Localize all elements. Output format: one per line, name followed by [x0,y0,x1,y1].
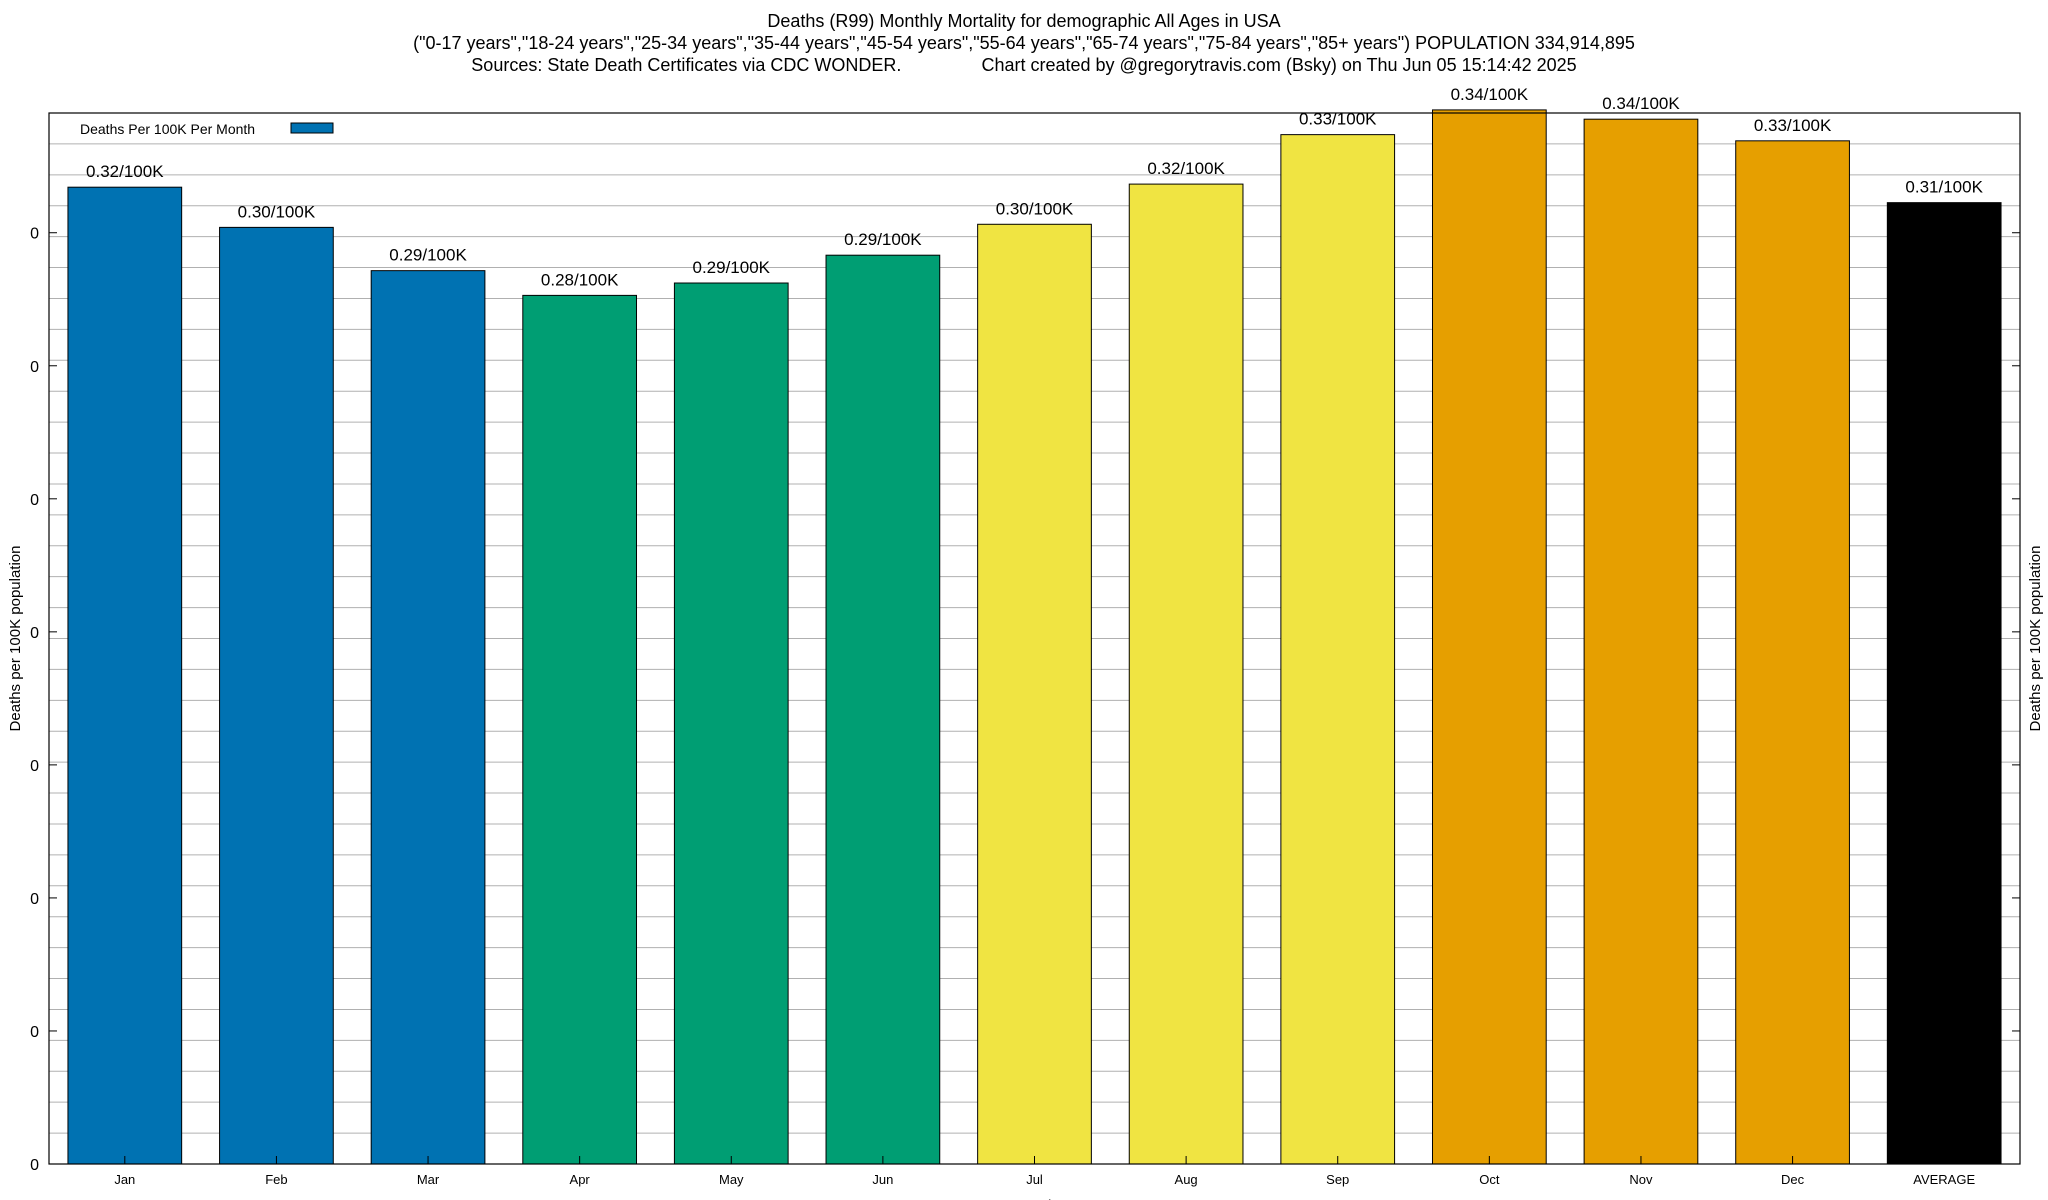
y-tick-label: 0 [30,226,39,243]
y2-axis-label: Deaths per 100K population [2027,546,2044,732]
bar-jan [67,186,183,1165]
x-tick-label: Jan [114,1172,135,1187]
bar-jul [977,223,1092,1165]
x-axis-label: Month [1012,1198,1056,1200]
bar-value-label: 0.30/100K [996,199,1074,218]
bar-value-label: 0.33/100K [1754,116,1832,135]
bar-value-label: 0.34/100K [1451,85,1529,104]
bar-value-label: 0.30/100K [238,202,316,221]
y-tick-label: 0 [30,1157,39,1174]
bar-feb [219,226,334,1165]
y-axis-label: Deaths per 100K population [7,546,24,732]
bar-oct [1431,109,1547,1165]
bar-may [673,282,789,1165]
y-tick-label: 0 [30,492,39,509]
bar-jun [825,254,941,1165]
x-tick-label: Mar [417,1172,440,1187]
x-tick-label: AVERAGE [1913,1172,1975,1187]
bar-value-label: 0.29/100K [693,258,771,277]
x-tick-label: Oct [1479,1172,1500,1187]
bar-apr [522,294,638,1165]
x-tick-label: Dec [1781,1172,1805,1187]
bar-value-label: 0.34/100K [1602,94,1680,113]
plot-border [48,112,2021,1165]
bar-value-label: 0.33/100K [1299,110,1377,129]
bar-value-label: 0.32/100K [1147,159,1225,178]
y-tick-label: 0 [30,359,39,376]
x-tick-label: Jul [1026,1172,1043,1187]
bar-average [1886,202,2002,1165]
bar-mar [370,270,486,1165]
x-tick-label: Aug [1175,1172,1198,1187]
y-tick-label: 0 [30,758,39,775]
y-tick-label: 0 [30,891,39,908]
x-tick-label: Feb [265,1172,287,1187]
bar-value-label: 0.32/100K [86,162,164,181]
bar-dec [1735,140,1850,1165]
x-tick-label: May [719,1172,744,1187]
bar-value-label: 0.29/100K [389,246,467,265]
y-tick-label: 0 [30,625,39,642]
chart-subtitle: ("0-17 years","18-24 years","25-34 years… [413,33,1635,53]
chart-title: Deaths (R99) Monthly Mortality for demog… [767,11,1281,31]
x-tick-label: Jun [872,1172,893,1187]
legend-label: Deaths Per 100K Per Month [80,121,255,137]
x-tick-label: Sep [1326,1172,1349,1187]
chart-title-block: Deaths (R99) Monthly Mortality for demog… [0,10,2048,76]
bar-value-label: 0.29/100K [844,230,922,249]
legend-swatch [290,122,334,134]
bar-aug [1128,183,1244,1165]
bar-value-label: 0.28/100K [541,270,619,289]
bar-sep [1280,134,1396,1165]
x-tick-label: Apr [570,1172,591,1187]
chart-sources: Sources: State Death Certificates via CD… [471,55,1577,75]
bar-value-label: 0.31/100K [1905,178,1983,197]
x-tick-label: Nov [1629,1172,1653,1187]
bar-nov [1583,118,1699,1165]
y-tick-label: 0 [30,1024,39,1041]
